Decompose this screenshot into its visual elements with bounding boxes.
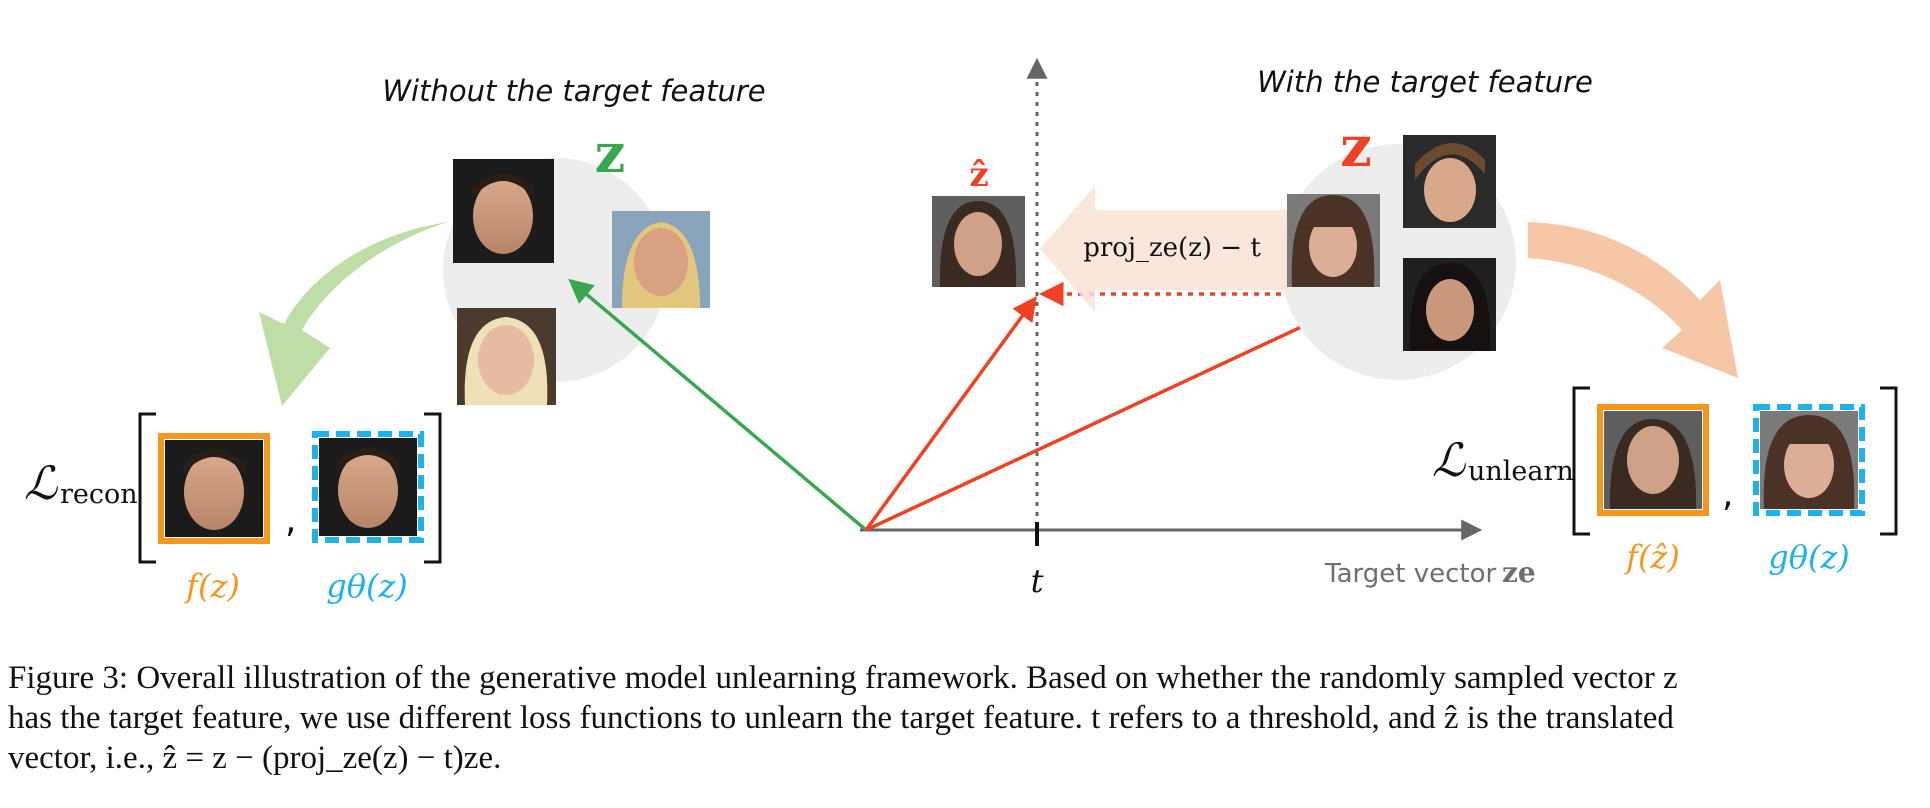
right-face-3 <box>1403 258 1496 351</box>
right-face-2 <box>1287 194 1380 287</box>
right-output-g-frame <box>1753 404 1865 516</box>
hat-z-label: ẑ <box>969 155 988 195</box>
left-label-f: f(z) <box>184 567 240 605</box>
left-separator: , <box>285 500 296 541</box>
x-axis-label: Target vector <box>1324 559 1496 589</box>
right-panel: With the target feature proj_ze(z) − t z… <box>932 65 1898 576</box>
left-curved-arrow <box>259 222 448 406</box>
left-bracket-close <box>424 412 442 564</box>
x-axis-symbol: ze <box>1502 556 1536 589</box>
left-label-g: gθ(z) <box>326 567 408 605</box>
red-vector-zhat <box>864 296 1037 532</box>
proj-label: proj_ze(z) − t <box>1083 233 1261 263</box>
left-cluster-label: z <box>595 121 626 185</box>
right-bracket-open <box>1572 386 1590 536</box>
right-bracket-close <box>1880 386 1898 536</box>
right-cluster-label: z <box>1340 114 1372 180</box>
right-title: With the target feature <box>1257 65 1593 99</box>
right-label-g: gθ(z) <box>1768 538 1850 576</box>
left-panel: Without the target feature z ℒ recon <box>24 74 766 605</box>
left-loss-symbol: ℒ <box>24 456 58 510</box>
left-output-f-frame <box>158 433 270 544</box>
right-separator: , <box>1722 474 1733 515</box>
right-curved-arrow <box>1528 222 1738 378</box>
left-title: Without the target feature <box>382 74 765 108</box>
left-loss-subscript: recon <box>60 479 138 510</box>
left-face-2 <box>612 211 710 308</box>
proj-wide-arrow <box>1040 186 1290 312</box>
caption-line-3: vector, i.e., ẑ = z − (proj_ze(z) − t)ze… <box>8 740 502 776</box>
right-face-1 <box>1403 135 1496 228</box>
left-bracket-open <box>138 412 156 564</box>
right-output-f-frame <box>1597 404 1709 516</box>
axes: t Target vector ze <box>860 57 1536 600</box>
figure-caption: Figure 3: Overall illustration of the ge… <box>8 658 1918 778</box>
green-vector <box>568 278 868 532</box>
left-face-1 <box>453 159 554 263</box>
right-label-f: f(ẑ) <box>1624 538 1680 576</box>
threshold-label: t <box>1031 562 1044 600</box>
left-output-g-frame <box>312 431 424 543</box>
red-vector-z <box>865 291 1377 532</box>
left-face-3 <box>457 308 556 405</box>
caption-line-2: has the target feature, we use different… <box>8 700 1674 736</box>
translated-face <box>932 196 1025 287</box>
right-loss-subscript: unlearn <box>1468 456 1574 487</box>
right-loss-symbol: ℒ <box>1432 433 1466 487</box>
caption-line-1: Figure 3: Overall illustration of the ge… <box>8 660 1678 696</box>
